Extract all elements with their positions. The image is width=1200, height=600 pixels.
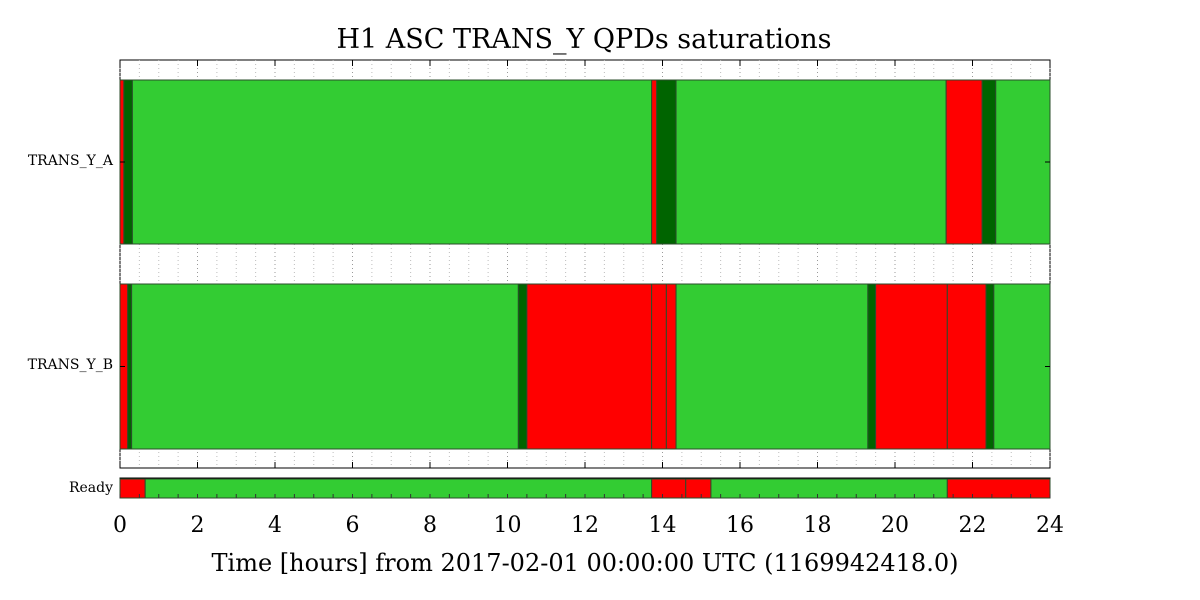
state-segment — [656, 79, 677, 245]
ready-segment — [946, 478, 1051, 499]
state-segment — [946, 283, 987, 450]
x-tick-label: 10 — [494, 513, 522, 538]
state-segment — [867, 283, 877, 450]
state-segment — [675, 79, 947, 245]
state-segment — [517, 283, 528, 450]
state-segment — [665, 283, 677, 450]
state-segment — [131, 283, 519, 450]
state-segment — [993, 283, 1051, 450]
x-tick-label: 4 — [268, 513, 282, 538]
row-label-trans-y-b: TRANS_Y_B — [28, 357, 113, 373]
x-tick-label: 0 — [113, 513, 127, 538]
ready-segment — [651, 478, 687, 499]
state-segment — [945, 79, 983, 245]
state-segment — [131, 79, 653, 245]
state-segment — [995, 79, 1051, 245]
x-axis-label: Time [hours] from 2017-02-01 00:00:00 UT… — [212, 549, 959, 577]
state-segment — [981, 79, 997, 245]
x-tick-label: 14 — [649, 513, 677, 538]
x-tick-label: 8 — [423, 513, 437, 538]
x-tick-label: 2 — [191, 513, 205, 538]
chart-title: H1 ASC TRANS_Y QPDs saturations — [337, 24, 832, 55]
state-rows — [119, 79, 1051, 450]
state-segment — [526, 283, 653, 450]
state-row — [119, 79, 1051, 245]
x-tick-label: 18 — [804, 513, 832, 538]
ready-segment — [119, 478, 146, 499]
state-segment — [985, 283, 995, 450]
row-label-ready: Ready — [69, 480, 113, 496]
x-axis-ticks: 0 2 4 6 8 10 12 14 16 18 20 22 24 — [113, 60, 1064, 538]
ready-row — [119, 478, 1051, 499]
ready-segment — [710, 478, 948, 499]
x-tick-label: 20 — [881, 513, 909, 538]
x-tick-label: 6 — [346, 513, 360, 538]
ready-segment — [685, 478, 712, 499]
x-tick-label: 22 — [959, 513, 987, 538]
state-segment — [127, 283, 133, 450]
row-label-trans-y-a: TRANS_Y_A — [28, 153, 114, 169]
ready-segment — [144, 478, 653, 499]
state-segment — [651, 283, 667, 450]
state-row — [119, 283, 1051, 450]
state-segment — [651, 79, 658, 245]
state-segment — [123, 79, 133, 245]
x-tick-label: 24 — [1036, 513, 1064, 538]
x-tick-label: 12 — [571, 513, 599, 538]
state-segment — [875, 283, 948, 450]
state-segment — [675, 283, 869, 450]
x-tick-label: 16 — [726, 513, 754, 538]
